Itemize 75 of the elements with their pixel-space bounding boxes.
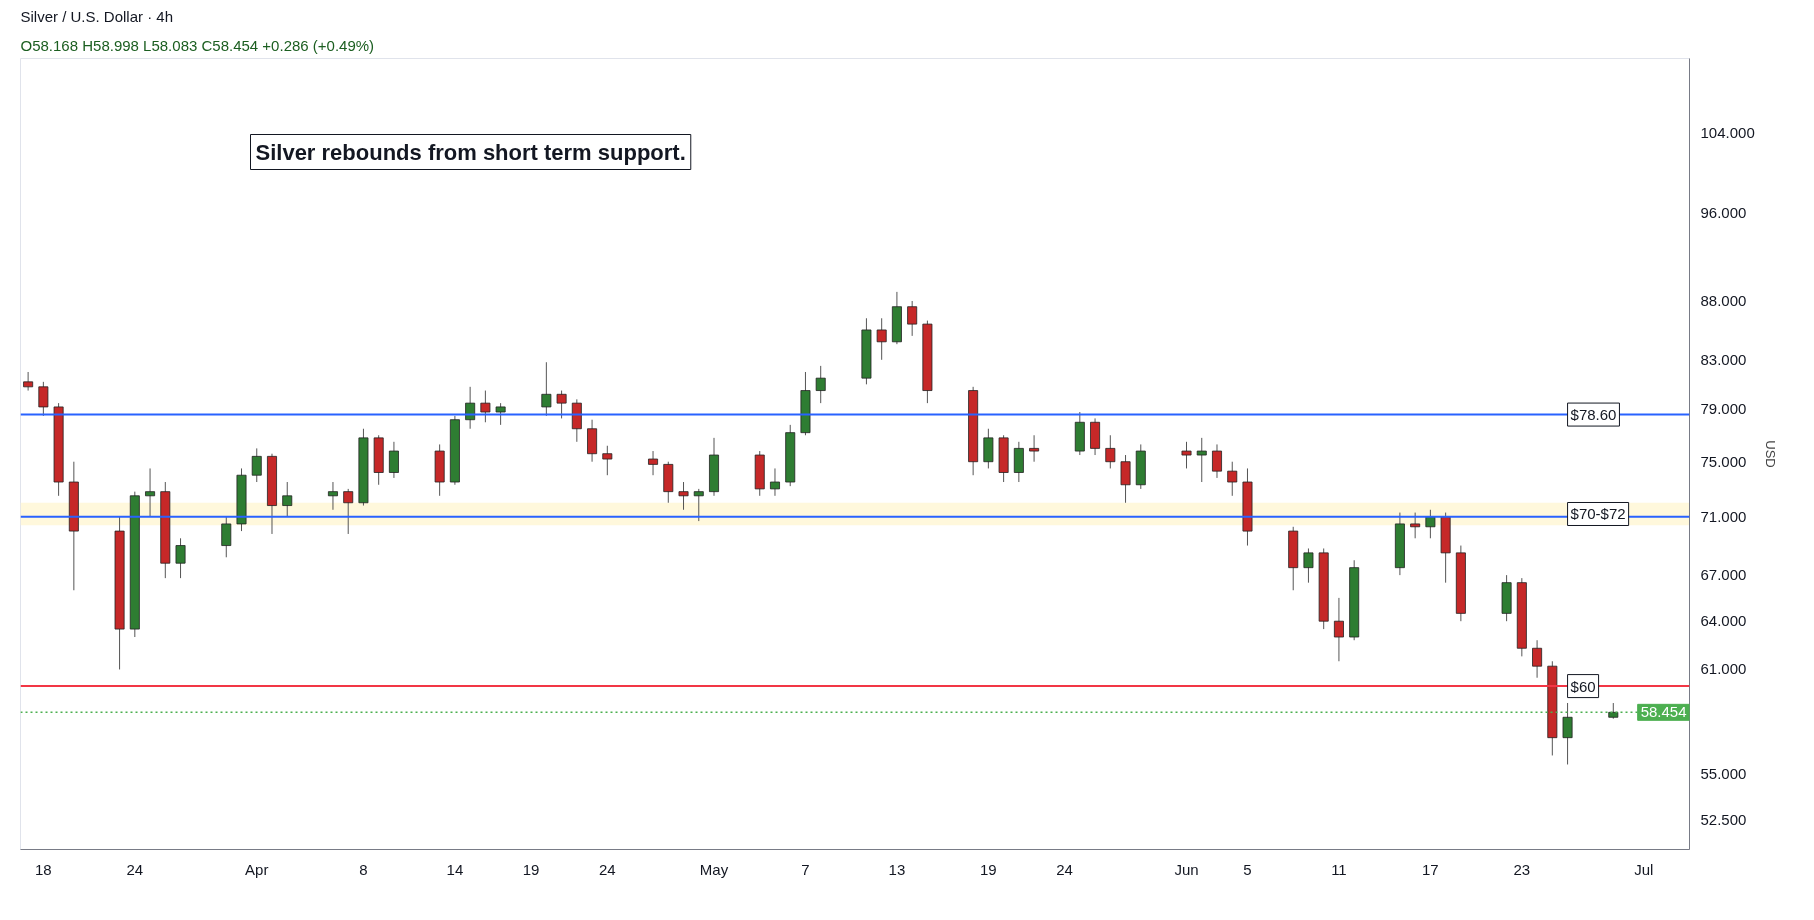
x-tick-label: 18	[35, 860, 52, 878]
candlestick	[1227, 461, 1238, 497]
candlestick	[1562, 702, 1573, 765]
candlestick	[602, 445, 613, 476]
candlestick	[327, 481, 338, 511]
x-tick-label: 19	[522, 860, 540, 878]
candlestick	[1333, 597, 1344, 662]
candlestick	[23, 371, 34, 392]
candlestick	[1532, 639, 1543, 679]
x-tick-label: 23	[1513, 860, 1531, 878]
x-tick-label: 11	[1331, 860, 1347, 878]
ref-line-label: 58.454	[1640, 703, 1687, 721]
y-tick-label: 104.000	[1700, 124, 1755, 142]
candlestick	[1196, 437, 1207, 483]
candlestick	[1120, 454, 1131, 504]
x-tick-label: Jun	[1174, 860, 1199, 878]
x-tick-label: 24	[1056, 860, 1073, 878]
x-tick-label: 5	[1243, 860, 1252, 878]
x-tick-label: May	[699, 860, 729, 878]
y-tick-label: 67.000	[1700, 566, 1747, 584]
candlestick	[1425, 509, 1436, 539]
candlestick	[388, 441, 399, 479]
annotation: Silver rebounds from short term support.	[255, 139, 686, 165]
x-tick-label: 24	[126, 860, 144, 878]
x-tick-label: 19	[980, 860, 997, 878]
candlestick	[38, 381, 49, 417]
y-tick-label: 64.000	[1700, 612, 1747, 630]
candlestick	[343, 488, 354, 535]
candlestick	[145, 467, 156, 518]
x-tick-label: 13	[888, 860, 906, 878]
candlestick	[693, 488, 704, 522]
candlestick	[221, 516, 232, 558]
candlestick	[815, 365, 826, 404]
candlestick	[876, 317, 887, 361]
candlestick	[678, 481, 689, 511]
candlestick	[1410, 512, 1421, 539]
candlestick	[541, 361, 552, 417]
candlestick	[1029, 434, 1040, 463]
y-tick-label: 79.000	[1700, 400, 1747, 418]
candlestick	[251, 447, 262, 483]
candlestick	[282, 481, 293, 518]
candlestick	[983, 428, 994, 469]
y-tick-label: 55.000	[1700, 764, 1747, 782]
ref-line-label: $60	[1570, 677, 1596, 695]
candlestick	[1303, 547, 1314, 584]
candlestick	[465, 386, 476, 430]
y-tick-label: 71.000	[1700, 507, 1747, 525]
x-tick-label: 7	[801, 860, 810, 878]
chart-subtitle: O58.168 H58.998 L58.083 C58.454 +0.286 (+0.49%)	[20, 36, 375, 54]
x-tick-label: Jul	[1634, 860, 1654, 878]
candlestick	[770, 467, 780, 497]
y-tick-label: 75.000	[1700, 452, 1747, 470]
ref-line-label: $78.60	[1570, 406, 1617, 424]
x-tick-label: 24	[598, 860, 616, 878]
chart-title: Silver / U.S. Dollar · 4h	[20, 7, 174, 25]
y-tick-label: 52.500	[1700, 811, 1747, 829]
candlestick	[495, 402, 506, 426]
candlestick	[648, 450, 659, 476]
y-axis-title: USD	[1762, 440, 1778, 468]
band-label: $70-$72	[1570, 505, 1626, 523]
y-tick-label: 96.000	[1700, 204, 1747, 222]
y-tick-label: 61.000	[1700, 660, 1747, 678]
candlestick	[480, 390, 491, 423]
candlestick	[1181, 441, 1192, 469]
x-tick-label: Apr	[245, 860, 269, 878]
candlestick	[907, 300, 918, 337]
candlestick	[1105, 434, 1116, 469]
candlestick	[1212, 443, 1222, 479]
x-tick-label: 14	[446, 860, 464, 878]
x-tick-label: 17	[1422, 860, 1439, 878]
y-tick-label: 83.000	[1700, 350, 1747, 368]
x-tick-label: 8	[359, 860, 368, 878]
candlestick	[175, 537, 186, 579]
candlestick	[556, 390, 567, 419]
y-tick-label: 88.000	[1700, 291, 1747, 309]
